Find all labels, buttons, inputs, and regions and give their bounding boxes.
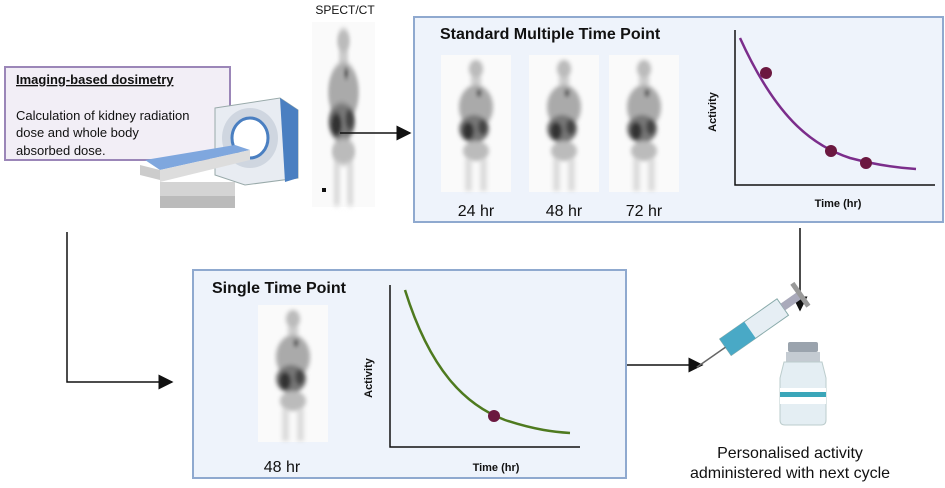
syringe-vial-icon [696,281,827,426]
graph-axes [389,285,580,448]
imaging-text: Calculation of kidney radiation [16,108,189,123]
scan-image [258,305,328,442]
imaging-title: Imaging-based dosimetry [16,72,174,87]
time-label: 72 hr [626,203,663,220]
spect-label: SPECT/CT [315,3,375,17]
scan-image [529,55,599,192]
x-axis-label: Time (hr) [815,198,862,210]
time-label: 24 hr [458,203,495,220]
time-label: 48 hr [264,459,301,476]
outcome-text: administered with next cycle [690,465,890,482]
y-axis-label: Activity [363,357,375,398]
graph-axes [734,30,935,186]
arrow [66,232,174,390]
y-axis-label: Activity [707,91,719,132]
data-point [825,145,837,157]
outcome-text: Personalised activity [717,445,863,462]
data-point [860,157,872,169]
imaging-text: absorbed dose. [16,143,106,158]
spect-scan [312,22,375,207]
imaging-box [4,66,231,161]
single-title: Single Time Point [212,280,347,297]
imaging-text: dose and whole body [16,125,139,140]
multiple-title: Standard Multiple Time Point [440,26,661,43]
scan-image [609,55,679,192]
scan-image [441,55,511,192]
x-axis-label: Time (hr) [473,462,520,474]
data-point [760,67,772,79]
decay-curve [738,37,917,171]
data-point [488,410,500,422]
ct-scanner-icon [140,97,299,208]
scan-marker [322,188,326,192]
time-label: 48 hr [546,203,583,220]
